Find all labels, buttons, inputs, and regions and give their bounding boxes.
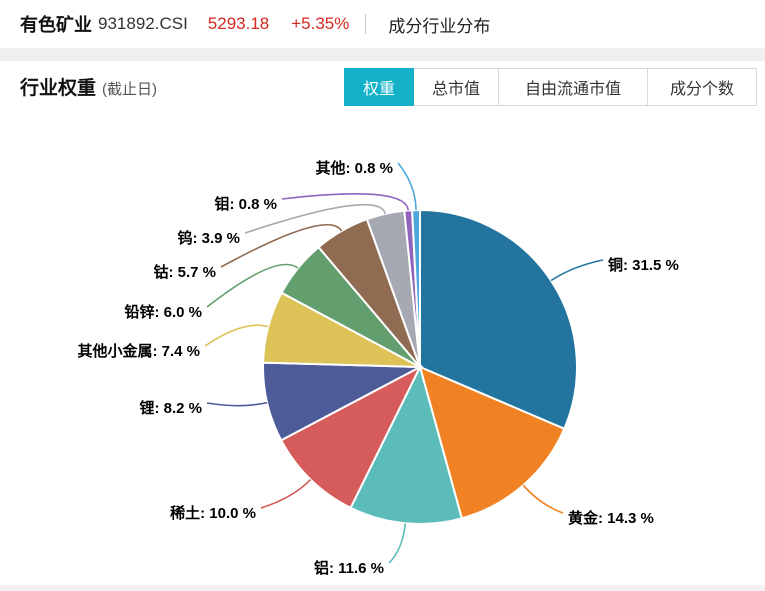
industry-weight-pie-chart: 铜: 31.5 % 黄金: 14.3 % 铝: 11.6 % 稀土: 10.0 % 锂:…	[77, 159, 679, 577]
slice-label-其他: 其他: 0.8 %	[315, 159, 393, 177]
label-leader-line	[220, 224, 343, 268]
slice-label-黄金: 黄金: 14.3 %	[568, 509, 654, 527]
label-leader-line	[388, 523, 407, 564]
vertical-divider	[365, 14, 367, 34]
slice-label-铅锌: 铅锌: 6.0 %	[124, 303, 202, 321]
label-leader-line	[244, 203, 387, 234]
industry-weight-card-header: 行业权重 (截止日) 权重 总市值 自由流通市值 成分个数	[0, 61, 765, 111]
label-leader-line	[206, 401, 268, 407]
index-name: 有色矿业	[20, 15, 92, 35]
slice-label-钨: 钨: 3.9 %	[177, 229, 240, 247]
pie-slice-黄金[interactable]	[418, 365, 566, 520]
slice-label-铝: 铝: 11.6 %	[314, 559, 384, 577]
index-change-percent: +5.35%	[291, 14, 350, 33]
slice-label-其他小金属: 其他小金属: 7.4 %	[77, 342, 200, 360]
pie-slice-其他[interactable]	[411, 208, 421, 368]
label-leader-line	[397, 162, 417, 211]
index-header: 有色矿业 931892.CSI 5293.18 +5.35% 成分行业分布	[0, 0, 765, 48]
metric-tab-group: 权重 总市值 自由流通市值 成分个数	[344, 68, 757, 106]
pie-slice-铜[interactable]	[419, 208, 578, 431]
card-subtitle: (截止日)	[102, 81, 158, 98]
label-leader-line	[206, 263, 299, 308]
bottom-strip	[0, 585, 765, 591]
tab-free-float-market-cap[interactable]: 自由流通市值	[498, 68, 648, 106]
card-title-text: 行业权重	[20, 78, 97, 99]
tab-weight[interactable]: 权重	[344, 68, 414, 106]
tab-total-market-cap[interactable]: 总市值	[413, 68, 499, 106]
slice-label-钼: 钼: 0.8 %	[214, 195, 277, 213]
section-gap	[0, 48, 765, 61]
index-price: 5293.18	[207, 14, 270, 33]
pie-slice-铝[interactable]	[349, 364, 464, 525]
pie-slice-稀土[interactable]	[279, 364, 423, 510]
label-leader-line	[550, 259, 604, 282]
slice-label-锂: 锂: 8.2 %	[139, 399, 202, 417]
slice-label-铜: 铜: 31.5 %	[608, 256, 679, 274]
label-leader-line	[260, 479, 312, 509]
label-leader-line	[522, 484, 564, 514]
index-code: 931892.CSI	[98, 14, 188, 33]
section-breadcrumb: 成分行业分布	[388, 16, 491, 36]
card-title: 行业权重 (截止日)	[20, 73, 157, 100]
label-leader-line	[204, 324, 269, 347]
label-leader-line	[281, 193, 409, 211]
tab-constituent-count[interactable]: 成分个数	[647, 68, 757, 106]
slice-label-钴: 钴: 5.7 %	[153, 263, 216, 281]
slice-label-稀土: 稀土: 10.0 %	[170, 504, 256, 522]
